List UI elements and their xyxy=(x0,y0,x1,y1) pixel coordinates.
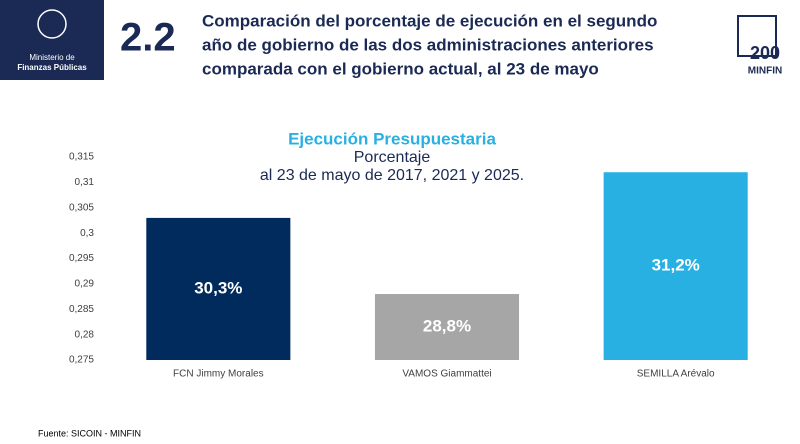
building-icon xyxy=(737,15,777,57)
bar xyxy=(146,217,291,360)
chart-subtitle: al 23 de mayo de 2017, 2021 y 2025. xyxy=(260,167,524,184)
data-label: 30,3% xyxy=(194,278,242,297)
data-label: 31,2% xyxy=(652,256,700,275)
y-tick-label: 0,29 xyxy=(75,279,95,290)
logo-text: Finanzas Públicas xyxy=(17,63,87,72)
x-tick-label: VAMOS Giammattei xyxy=(402,369,491,380)
logo-box xyxy=(0,0,104,80)
y-tick-label: 0,305 xyxy=(69,202,94,213)
chart-title: Ejecución Presupuestaria xyxy=(288,129,496,148)
emblem xyxy=(37,9,67,39)
chart-subtitle: Porcentaje xyxy=(354,149,431,166)
y-tick-label: 0,28 xyxy=(75,329,95,340)
x-tick-label: SEMILLA Arévalo xyxy=(637,369,715,380)
bar xyxy=(603,172,748,360)
header-title: comparada con el gobierno actual, al 23 … xyxy=(202,59,599,78)
section-number: 2.2 xyxy=(120,16,176,60)
y-tick-label: 0,31 xyxy=(75,177,95,188)
logo-text: 200 xyxy=(750,43,780,63)
y-tick-label: 0,315 xyxy=(69,152,94,163)
y-tick-label: 0,295 xyxy=(69,253,94,264)
x-tick-label: FCN Jimmy Morales xyxy=(173,369,264,380)
source: Fuente: SICOIN - MINFIN xyxy=(38,428,141,438)
logo-text: Ministerio de xyxy=(29,53,75,62)
y-tick-label: 0,285 xyxy=(69,304,94,315)
y-tick-label: 0,275 xyxy=(69,355,94,366)
data-label: 28,8% xyxy=(423,316,471,335)
header-title: Comparación del porcentaje de ejecución … xyxy=(202,11,657,30)
header-title: año de gobierno de las dos administracio… xyxy=(202,35,654,54)
bar xyxy=(374,294,520,360)
logo-text: MINFIN xyxy=(748,66,782,77)
y-tick-label: 0,3 xyxy=(80,228,94,239)
